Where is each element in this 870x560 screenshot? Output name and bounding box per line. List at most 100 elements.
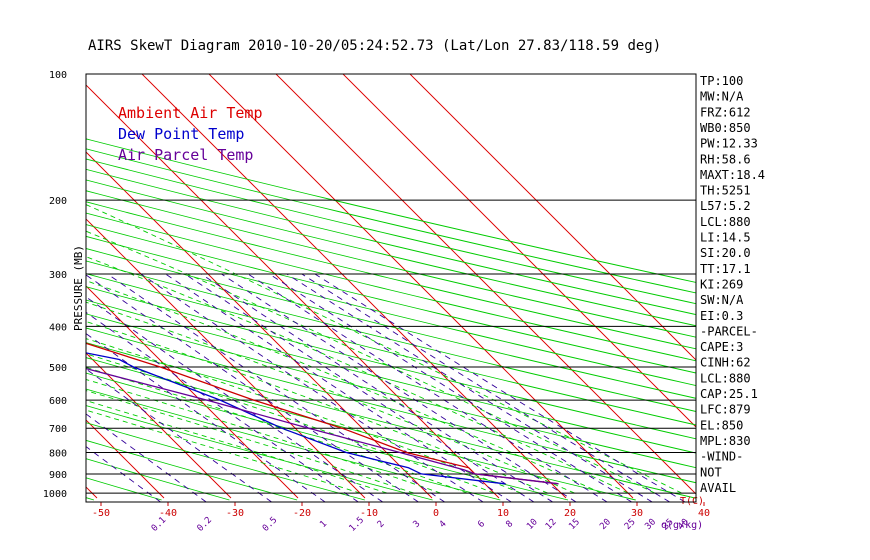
- air-parcel-temp-line: [86, 367, 559, 485]
- isotherm-line: [86, 352, 232, 499]
- isotherm-line: [86, 84, 500, 499]
- stability-index: LCL:880: [700, 215, 751, 229]
- stability-index: SW:N/A: [700, 293, 744, 307]
- isotherm-line: [86, 218, 366, 499]
- pressure-tick-label: 900: [49, 470, 67, 481]
- isotherm-line: [275, 74, 696, 495]
- mixing-ratio-line: [140, 273, 484, 502]
- mixing-ratio-label: 3: [412, 519, 423, 530]
- pressure-tick-label: 100: [49, 70, 67, 81]
- mixing-ratio-label: 2: [376, 519, 387, 530]
- mixing-ratio-label: 6: [476, 519, 487, 530]
- y-axis-label: PRESSURE (MB): [72, 245, 85, 331]
- isotherm-line: [342, 74, 696, 428]
- mixing-ratio-line: [86, 274, 419, 502]
- stability-index: EL:850: [700, 418, 743, 432]
- mixing-ratio-line: [314, 273, 686, 502]
- pressure-tick-label: 600: [49, 396, 67, 407]
- bottom-temperature-label: -50: [92, 508, 110, 519]
- legend-air-parcel-temp: Air Parcel Temp: [118, 146, 253, 164]
- dry-adiabat-line: [86, 342, 696, 499]
- dry-adiabat-line: [86, 190, 696, 338]
- pressure-tick-label: 500: [49, 363, 67, 374]
- moist-adiabat-line: [86, 321, 548, 494]
- dry-adiabat-line: [86, 260, 696, 412]
- dry-adiabat-line: [86, 201, 696, 350]
- moist-adiabat-line: [86, 230, 656, 494]
- pressure-tick-label: 300: [49, 270, 67, 281]
- bottom-temperature-label: -30: [226, 508, 244, 519]
- stability-index: LFC:879: [700, 403, 751, 417]
- stability-index: CINH:62: [700, 356, 751, 370]
- background-grid: [86, 74, 696, 502]
- dry-adiabat-line: [86, 235, 696, 386]
- stability-index: TT:17.1: [700, 262, 751, 276]
- sounding-profiles: [86, 342, 559, 485]
- isotherm-line: [86, 285, 299, 499]
- dry-adiabat-line: [86, 286, 696, 440]
- moist-adiabat-line: [86, 400, 388, 494]
- stability-index: TP:100: [700, 74, 743, 88]
- bottom-temperature-label: 0: [433, 508, 439, 519]
- mixing-ratio-line: [86, 413, 207, 502]
- mixing-ratio-line: [165, 273, 512, 502]
- mixing-ratio-label: 8: [504, 519, 515, 530]
- stability-index: WB0:850: [700, 121, 751, 135]
- bottom-temperature-label: -10: [360, 508, 378, 519]
- stability-index: AVAIL: [700, 481, 736, 495]
- stability-index: KI:269: [700, 277, 743, 291]
- dry-adiabat-line: [86, 388, 501, 501]
- stability-index: CAPE:3: [700, 340, 743, 354]
- dry-adiabat-line: [86, 212, 696, 362]
- pressure-tick-label: 800: [49, 449, 67, 460]
- bottom-temperature-label: 30: [631, 508, 643, 519]
- dry-adiabat-line: [86, 224, 696, 374]
- dry-adiabat-line: [86, 299, 696, 454]
- stability-index: TH:5251: [700, 184, 751, 198]
- stability-index: SI:20.0: [700, 246, 751, 260]
- mixing-ratio-label: 1: [318, 519, 329, 530]
- stability-index: -PARCEL-: [700, 324, 758, 338]
- legend: Ambient Air Temp Dew Point Temp Air Parc…: [118, 104, 263, 164]
- dry-adiabat-line: [86, 273, 696, 426]
- bottom-temperature-label: -40: [159, 508, 177, 519]
- stability-index: L57:5.2: [700, 199, 751, 213]
- dry-adiabat-line: [86, 168, 696, 316]
- mixing-ratio-line: [184, 273, 535, 502]
- mixing-ratio-label: 4: [438, 519, 449, 530]
- moist-adiabat-line: [86, 301, 575, 494]
- dry-adiabat-line: [86, 248, 696, 399]
- chart-title: AIRS SkewT Diagram 2010-10-20/05:24:52.7…: [88, 38, 661, 54]
- bottom-temperature-label: 10: [497, 508, 509, 519]
- stability-index: MAXT:18.4: [700, 168, 765, 182]
- bottom-temperature-ticks: -50 -40 -30 -20 -10 0 10 20 30 40: [92, 502, 710, 519]
- bottom-temperature-label: 40: [698, 508, 710, 519]
- isotherm-line: [409, 74, 696, 361]
- dry-adiabat-line: [86, 138, 696, 283]
- pressure-tick-label: 700: [49, 424, 67, 435]
- isotherm-line: [141, 74, 567, 499]
- stability-index: NOT: [700, 465, 722, 479]
- pressure-tick-labels: 100 200 300 400 500 600 700 800 900 1000: [43, 70, 67, 500]
- pressure-tick-label: 200: [49, 196, 67, 207]
- dry-adiabat-line: [86, 158, 696, 305]
- dry-adiabat-line: [86, 327, 696, 484]
- pressure-tick-label: 1000: [43, 489, 67, 500]
- mixing-ratio-line: [86, 311, 359, 502]
- legend-ambient-air-temp: Ambient Air Temp: [118, 104, 263, 122]
- dry-adiabat-line: [86, 357, 636, 501]
- legend-dew-point-temp: Dew Point Temp: [118, 125, 244, 143]
- pressure-tick-label: 400: [49, 322, 67, 333]
- dry-adiabat-line: [86, 179, 696, 327]
- mixing-ratio-line: [247, 273, 608, 502]
- bottom-temperature-label: 20: [564, 508, 576, 519]
- mixing-ratio-line: [269, 273, 632, 502]
- mixing-ratio-line: [86, 296, 383, 502]
- stability-index: MPL:830: [700, 434, 751, 448]
- stability-index: LI:14.5: [700, 231, 751, 245]
- mixing-ratio-line: [286, 273, 653, 502]
- mixing-ratio-line: [86, 445, 161, 502]
- mixing-ratio-axis-label: q(g/kg): [661, 520, 703, 531]
